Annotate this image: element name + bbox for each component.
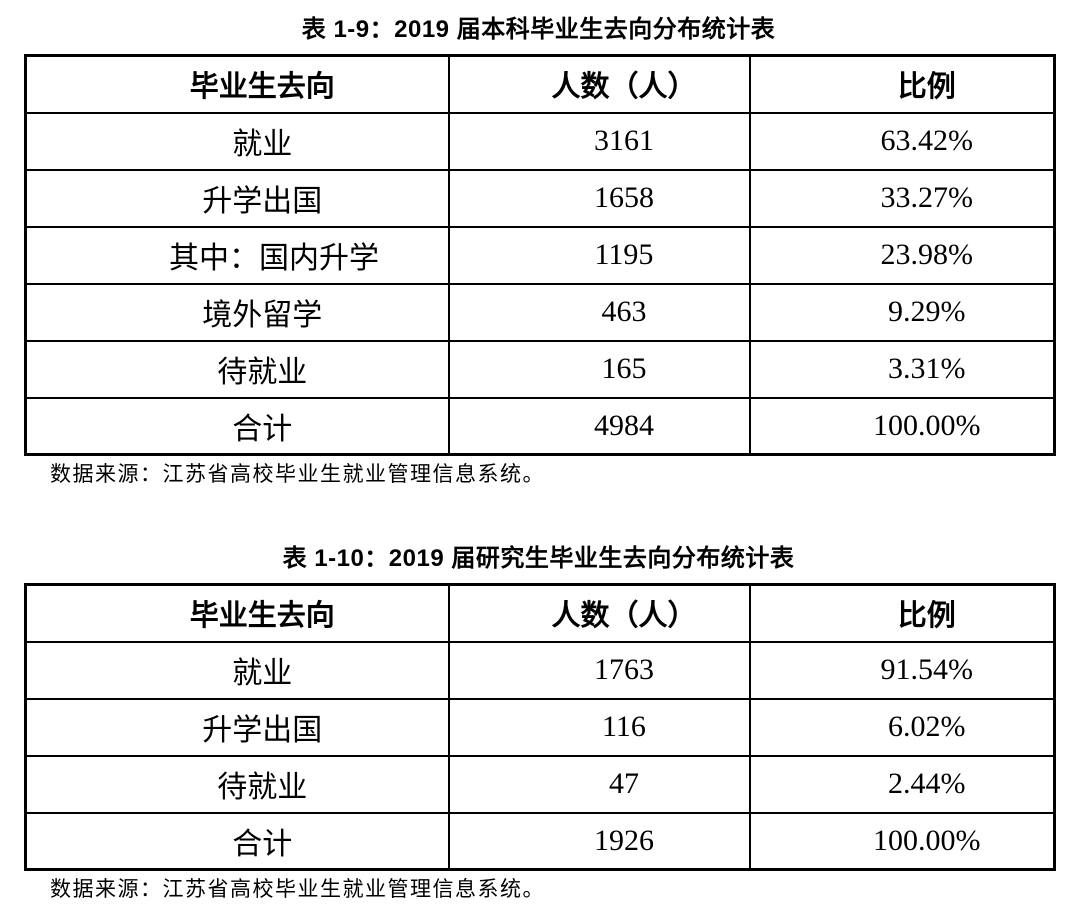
table-header-row: 毕业生去向 人数（人） 比例: [24, 583, 1056, 643]
ratio-cell: 9.29%: [748, 282, 1056, 342]
destination-cell: 合计: [24, 811, 450, 871]
table-row: 待就业 165 3.31%: [24, 339, 1056, 399]
destination-cell: 待就业: [24, 754, 450, 814]
ratio-cell: 3.31%: [748, 339, 1056, 399]
count-cell: 1195: [447, 225, 751, 285]
column-header-count: 人数（人）: [447, 54, 751, 114]
postgraduate-destination-table: 毕业生去向 人数（人） 比例 就业 1763 91.54% 升学出国 116 6…: [24, 583, 1056, 871]
table-row: 就业 3161 63.42%: [24, 111, 1056, 171]
ratio-cell: 100.00%: [748, 396, 1056, 456]
table-row: 就业 1763 91.54%: [24, 640, 1056, 700]
ratio-cell: 2.44%: [748, 754, 1056, 814]
ratio-cell: 63.42%: [748, 111, 1056, 171]
count-cell: 1926: [447, 811, 751, 871]
ratio-cell: 100.00%: [748, 811, 1056, 871]
table-1-10-title: 表 1-10：2019 届研究生毕业生去向分布统计表: [282, 545, 795, 572]
destination-cell: 升学出国: [24, 697, 450, 757]
destination-cell: 合计: [24, 396, 450, 456]
count-cell: 47: [447, 754, 751, 814]
table-row: 合计 4984 100.00%: [24, 396, 1056, 456]
table-row: 升学出国 116 6.02%: [24, 697, 1056, 757]
undergraduate-destination-table: 毕业生去向 人数（人） 比例 就业 3161 63.42% 升学出国 1658 …: [24, 54, 1056, 456]
table-row: 升学出国 1658 33.27%: [24, 168, 1056, 228]
column-header-destination: 毕业生去向: [24, 54, 450, 114]
ratio-cell: 33.27%: [748, 168, 1056, 228]
count-cell: 4984: [447, 396, 751, 456]
destination-cell: 待就业: [24, 339, 450, 399]
column-header-ratio: 比例: [748, 583, 1056, 643]
column-header-destination: 毕业生去向: [24, 583, 450, 643]
count-cell: 165: [447, 339, 751, 399]
data-source-note: 数据来源：江苏省高校毕业生就业管理信息系统。: [50, 462, 545, 486]
table-1-9-title: 表 1-9：2019 届本科毕业生去向分布统计表: [301, 16, 776, 43]
count-cell: 463: [447, 282, 751, 342]
table-row: 待就业 47 2.44%: [24, 754, 1056, 814]
count-cell: 1763: [447, 640, 751, 700]
data-source-note: 数据来源：江苏省高校毕业生就业管理信息系统。: [50, 877, 545, 901]
table-header-row: 毕业生去向 人数（人） 比例: [24, 54, 1056, 114]
count-cell: 3161: [447, 111, 751, 171]
table-row: 其中：国内升学 1195 23.98%: [24, 225, 1056, 285]
destination-cell: 其中：国内升学: [24, 225, 450, 285]
table-row: 境外留学 463 9.29%: [24, 282, 1056, 342]
column-header-ratio: 比例: [748, 54, 1056, 114]
destination-cell: 升学出国: [24, 168, 450, 228]
count-cell: 116: [447, 697, 751, 757]
destination-cell: 就业: [24, 111, 450, 171]
destination-cell: 就业: [24, 640, 450, 700]
ratio-cell: 91.54%: [748, 640, 1056, 700]
ratio-cell: 6.02%: [748, 697, 1056, 757]
table-row: 合计 1926 100.00%: [24, 811, 1056, 871]
column-header-count: 人数（人）: [447, 583, 751, 643]
ratio-cell: 23.98%: [748, 225, 1056, 285]
count-cell: 1658: [447, 168, 751, 228]
destination-cell: 境外留学: [24, 282, 450, 342]
